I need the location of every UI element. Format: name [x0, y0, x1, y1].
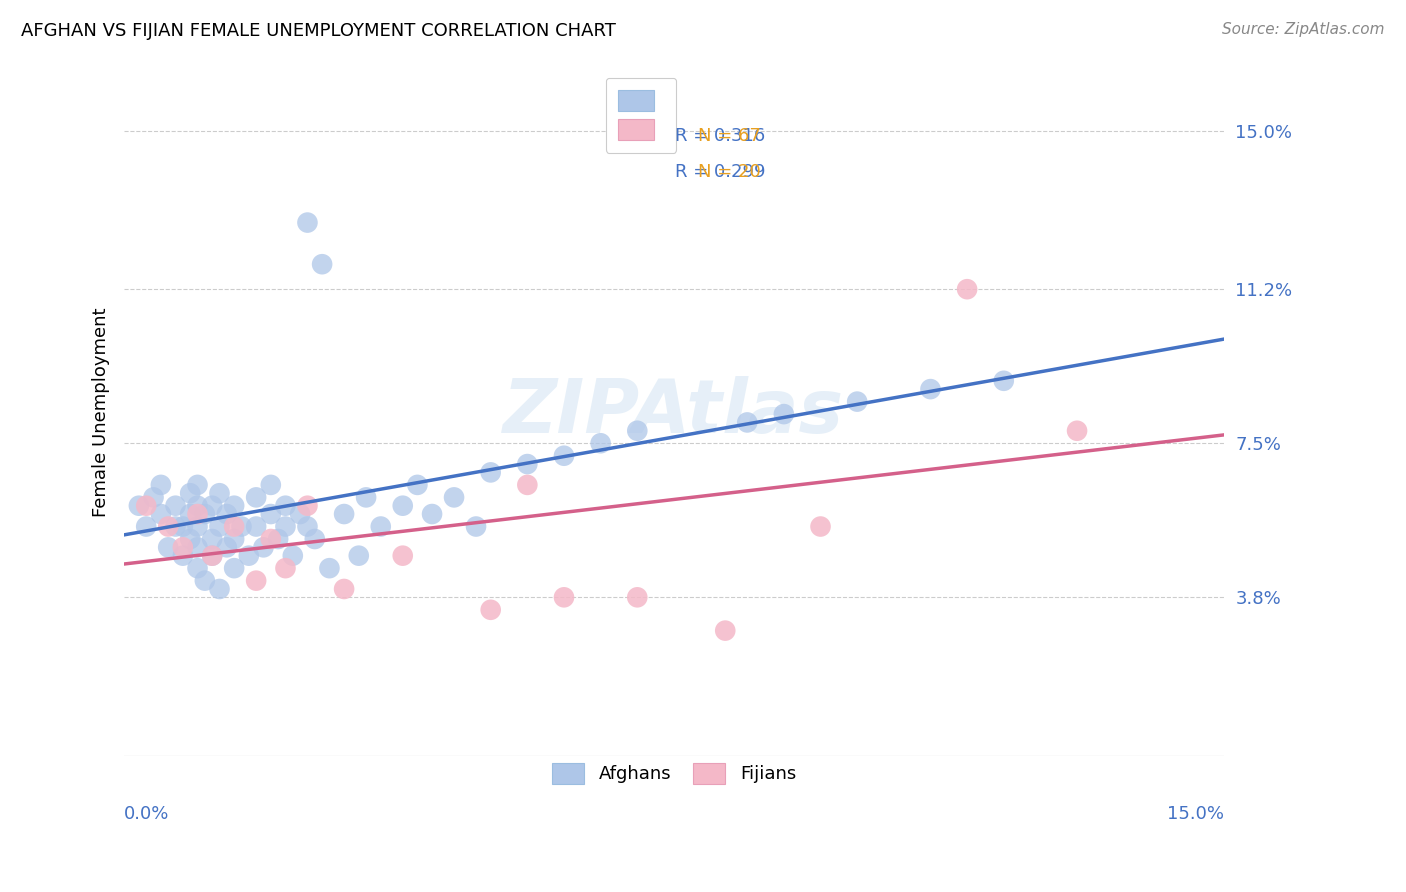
Point [208, 486, 231, 500]
Point [194, 574, 217, 588]
Point [846, 394, 869, 409]
Point [186, 499, 208, 513]
Point [179, 532, 201, 546]
Point [172, 549, 194, 563]
Point [333, 507, 356, 521]
Point [149, 478, 172, 492]
Text: R = 0.299: R = 0.299 [675, 162, 766, 181]
Point [149, 507, 172, 521]
Point [172, 519, 194, 533]
Point [297, 519, 319, 533]
Point [274, 561, 297, 575]
Point [274, 499, 297, 513]
Point [165, 519, 187, 533]
Point [920, 382, 942, 396]
Point [231, 519, 253, 533]
Point [186, 541, 208, 555]
Point [267, 532, 290, 546]
Point [194, 507, 217, 521]
Point [810, 519, 832, 533]
Point [370, 519, 392, 533]
Point [179, 486, 201, 500]
Point [420, 507, 443, 521]
Point [773, 407, 796, 421]
Point [1066, 424, 1088, 438]
Point [157, 519, 180, 533]
Point [443, 491, 465, 505]
Point [354, 491, 377, 505]
Point [128, 499, 150, 513]
Point [714, 624, 737, 638]
Point [245, 491, 267, 505]
Text: ZIPAtlas: ZIPAtlas [503, 376, 845, 449]
Point [993, 374, 1015, 388]
Point [245, 519, 267, 533]
Point [333, 582, 356, 596]
Point [215, 541, 238, 555]
Point [347, 549, 370, 563]
Point [252, 541, 274, 555]
Point [735, 416, 758, 430]
Point [260, 507, 283, 521]
Point [157, 541, 180, 555]
Point [479, 603, 502, 617]
Point [274, 519, 297, 533]
Y-axis label: Female Unemployment: Female Unemployment [93, 307, 110, 516]
Point [142, 491, 165, 505]
Point [516, 457, 538, 471]
Point [238, 549, 260, 563]
Point [297, 216, 319, 230]
Point [224, 532, 246, 546]
Point [165, 499, 187, 513]
Point [224, 561, 246, 575]
Point [208, 582, 231, 596]
Point [465, 519, 488, 533]
Point [391, 549, 413, 563]
Point [186, 519, 208, 533]
Point [479, 466, 502, 480]
Text: 0.0%: 0.0% [124, 805, 170, 823]
Point [311, 257, 333, 271]
Text: Source: ZipAtlas.com: Source: ZipAtlas.com [1222, 22, 1385, 37]
Point [215, 507, 238, 521]
Point [288, 507, 311, 521]
Point [186, 561, 208, 575]
Point [224, 499, 246, 513]
Point [406, 478, 429, 492]
Point [626, 424, 648, 438]
Point [516, 478, 538, 492]
Text: N = 67: N = 67 [697, 127, 761, 145]
Point [553, 449, 575, 463]
Point [245, 574, 267, 588]
Point [553, 591, 575, 605]
Point [956, 282, 979, 296]
Point [260, 478, 283, 492]
Legend: Afghans, Fijians: Afghans, Fijians [541, 752, 807, 795]
Point [135, 499, 157, 513]
Point [201, 549, 224, 563]
Point [179, 507, 201, 521]
Point [172, 541, 194, 555]
Point [391, 499, 413, 513]
Point [589, 436, 612, 450]
Point [186, 507, 208, 521]
Point [318, 561, 340, 575]
Point [297, 499, 319, 513]
Point [281, 549, 304, 563]
Point [135, 519, 157, 533]
Point [260, 532, 283, 546]
Text: 15.0%: 15.0% [1167, 805, 1223, 823]
Text: AFGHAN VS FIJIAN FEMALE UNEMPLOYMENT CORRELATION CHART: AFGHAN VS FIJIAN FEMALE UNEMPLOYMENT COR… [21, 22, 616, 40]
Point [201, 499, 224, 513]
Point [304, 532, 326, 546]
Point [224, 519, 246, 533]
Point [208, 519, 231, 533]
Point [201, 549, 224, 563]
Point [201, 532, 224, 546]
Text: N = 20: N = 20 [697, 162, 761, 181]
Point [626, 591, 648, 605]
Text: R = 0.316: R = 0.316 [675, 127, 765, 145]
Point [186, 478, 208, 492]
